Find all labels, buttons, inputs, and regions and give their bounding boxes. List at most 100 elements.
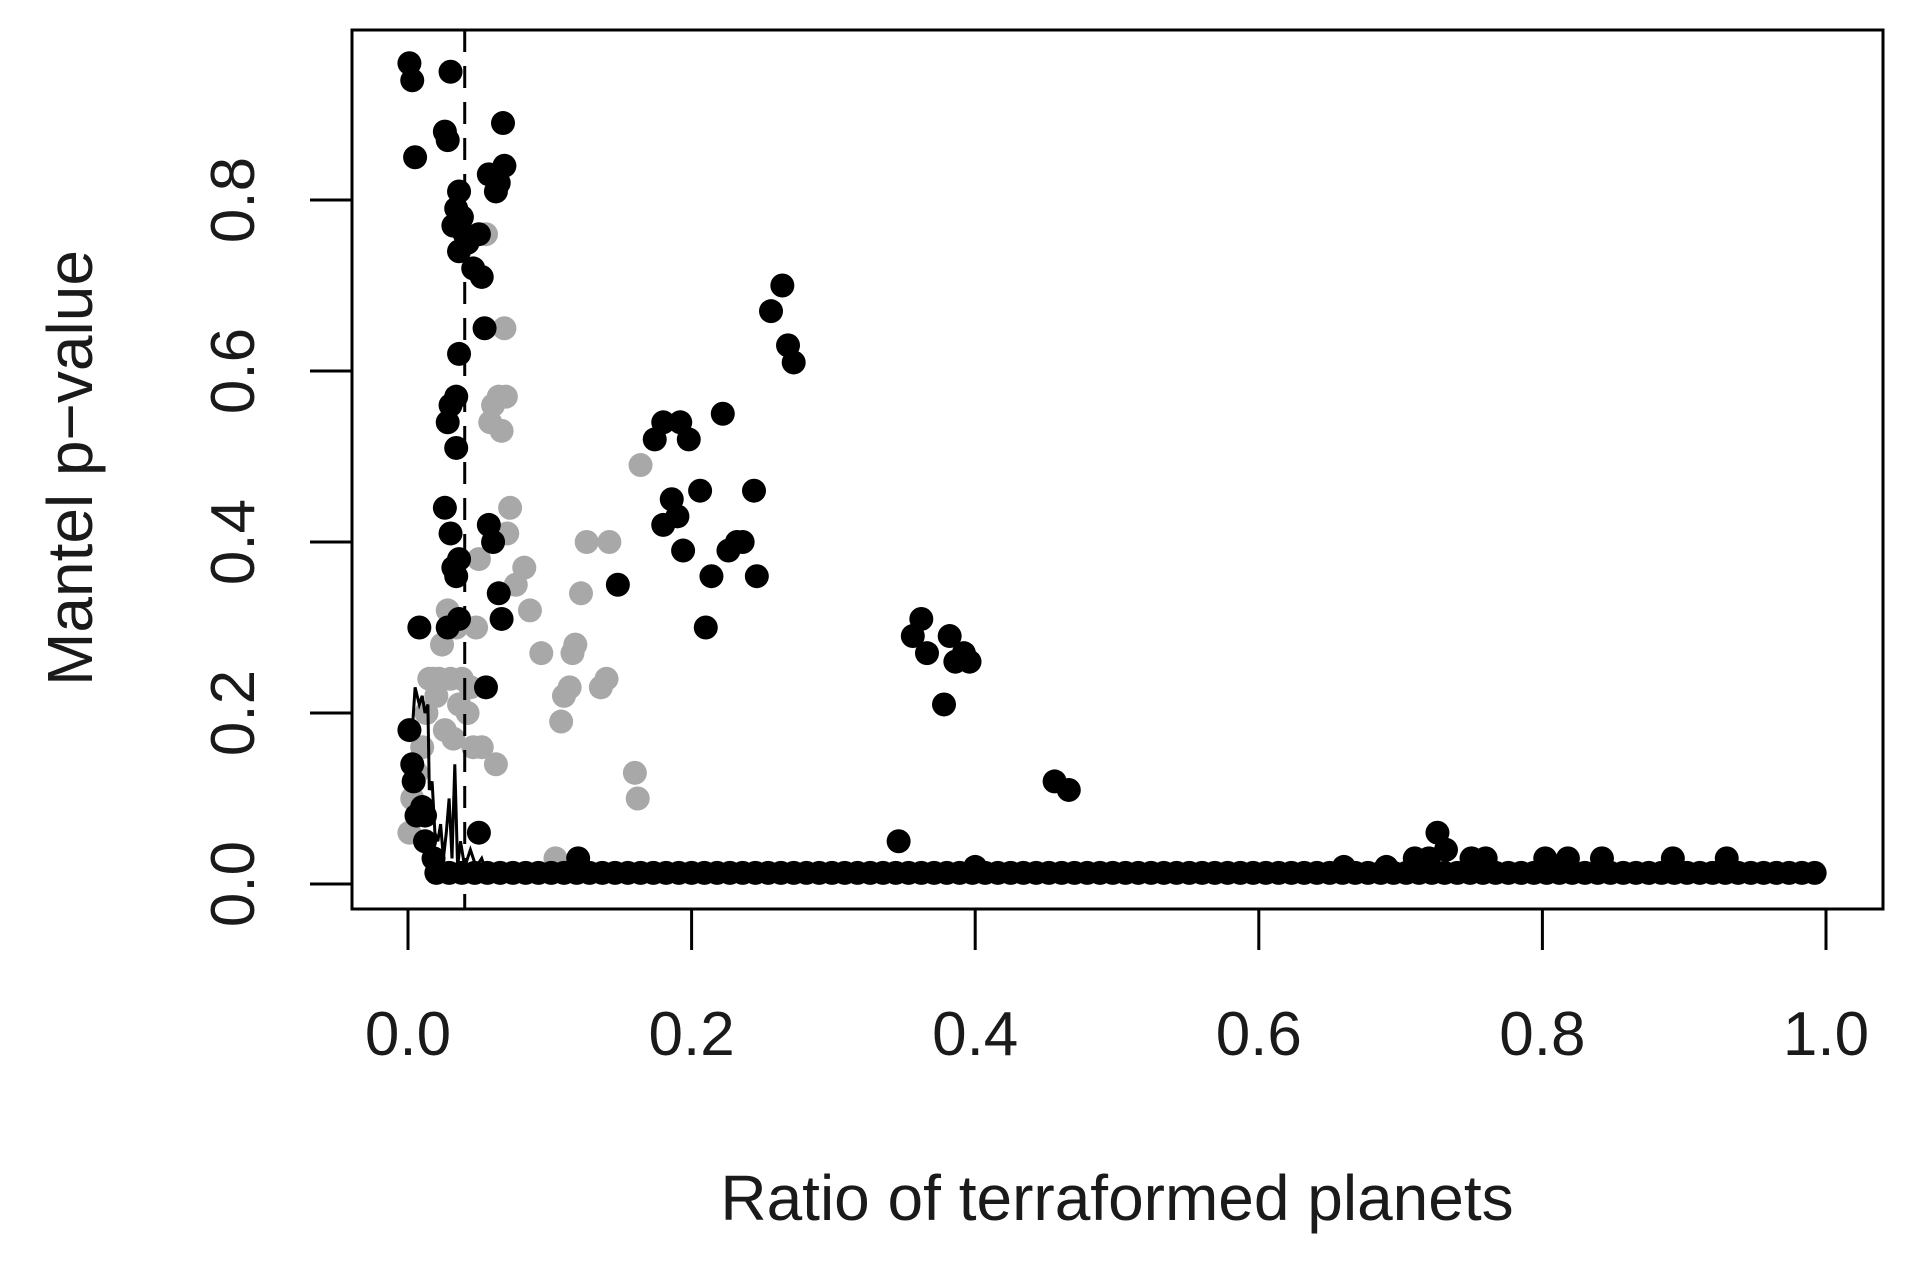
data-point-black <box>937 624 962 649</box>
data-point-black <box>886 829 911 854</box>
data-point-black <box>489 606 514 631</box>
data-point-black <box>671 538 696 563</box>
data-point-black <box>435 410 460 435</box>
x-tick-label: 0.0 <box>365 1000 451 1069</box>
y-axis-label: Mantel p−value <box>34 250 106 686</box>
data-point-black <box>651 410 676 435</box>
data-point-black <box>466 222 491 247</box>
data-point-black <box>963 854 988 879</box>
data-point-grey <box>517 598 542 623</box>
data-point-baseline <box>1802 860 1827 885</box>
data-point-black <box>1589 846 1614 871</box>
data-point-black <box>1533 846 1558 871</box>
data-point-black <box>1416 846 1441 871</box>
data-point-black <box>693 615 718 640</box>
data-point-black <box>957 649 982 674</box>
data-point-black <box>770 273 795 298</box>
data-point-black <box>438 521 463 546</box>
data-point-black <box>710 401 735 426</box>
data-point-black <box>781 350 806 375</box>
data-point-black <box>1660 846 1685 871</box>
data-point-black <box>909 606 934 631</box>
data-point-grey <box>568 581 593 606</box>
x-tick-label: 0.6 <box>1216 1000 1302 1069</box>
data-point-grey <box>549 709 574 734</box>
x-axis-label: Ratio of terraformed planets <box>720 1162 1513 1234</box>
data-point-black <box>407 615 432 640</box>
data-point-black <box>435 128 460 153</box>
x-tick-label: 0.4 <box>932 1000 1018 1069</box>
data-point-grey <box>625 786 650 811</box>
data-point-black <box>491 111 516 136</box>
y-tick-label: 0.0 <box>199 841 268 927</box>
data-point-grey <box>628 453 653 478</box>
data-point-black <box>400 752 425 777</box>
data-point-black <box>473 675 498 700</box>
data-point-black <box>676 427 701 452</box>
data-point-black <box>447 606 472 631</box>
data-point-black <box>1331 854 1356 879</box>
x-tick-label: 0.8 <box>1499 1000 1585 1069</box>
data-point-black <box>1374 854 1399 879</box>
data-point-black <box>441 555 466 580</box>
data-point-black <box>401 769 426 794</box>
x-axis: 0.0 0.2 0.4 0.6 0.8 1.0 <box>365 909 1869 1069</box>
data-point-black <box>741 478 766 503</box>
data-point-grey <box>489 418 514 443</box>
y-tick-label: 0.6 <box>199 328 268 414</box>
data-point-black <box>605 572 630 597</box>
data-point-grey <box>441 726 466 751</box>
data-point-black <box>403 145 428 170</box>
data-point-grey <box>594 666 619 691</box>
data-point-black <box>744 564 769 589</box>
data-point-grey <box>469 735 494 760</box>
data-point-black <box>397 718 422 743</box>
y-axis: 0.0 0.2 0.4 0.6 0.8 <box>199 157 352 927</box>
data-point-black <box>914 641 939 666</box>
data-point-black <box>472 316 497 341</box>
trend-line <box>410 687 489 876</box>
data-point-black <box>481 530 506 554</box>
data-point-black <box>730 530 755 554</box>
data-point-black <box>1056 777 1081 802</box>
data-point-grey <box>498 495 523 520</box>
data-point-grey <box>493 384 518 409</box>
y-tick-label: 0.8 <box>199 157 268 243</box>
data-point-black <box>444 435 469 460</box>
y-tick-label: 0.2 <box>199 670 268 756</box>
data-point-black <box>566 846 591 871</box>
plot-frame <box>350 28 1885 911</box>
data-point-black <box>469 264 494 289</box>
data-point-grey <box>597 530 622 554</box>
data-point-black <box>651 512 676 537</box>
data-point-black <box>1714 846 1739 871</box>
data-point-grey <box>466 547 491 572</box>
data-point-grey <box>492 316 517 341</box>
x-tick-label: 1.0 <box>1783 1000 1869 1069</box>
data-point-black <box>1473 846 1498 871</box>
data-point-black <box>486 170 511 195</box>
data-point-grey <box>574 530 599 554</box>
data-point-black <box>421 846 446 871</box>
data-point-black <box>688 478 713 503</box>
data-point-black <box>466 820 491 845</box>
plot-area <box>397 30 1827 909</box>
data-point-black <box>932 692 957 717</box>
data-point-grey <box>557 675 582 700</box>
data-point-grey <box>512 555 537 580</box>
data-point-black <box>486 581 511 606</box>
data-point-grey <box>622 760 647 785</box>
data-point-black <box>759 299 784 324</box>
data-point-black <box>400 68 425 93</box>
data-point-grey <box>529 641 554 666</box>
data-point-grey <box>563 632 588 657</box>
data-point-black <box>413 803 438 828</box>
y-tick-label: 0.4 <box>199 499 268 585</box>
data-point-grey <box>455 701 480 725</box>
data-point-black <box>699 564 724 589</box>
x-tick-label: 0.2 <box>648 1000 734 1069</box>
data-point-black <box>447 341 472 366</box>
data-point-black <box>438 59 463 84</box>
data-point-grey <box>483 752 508 777</box>
